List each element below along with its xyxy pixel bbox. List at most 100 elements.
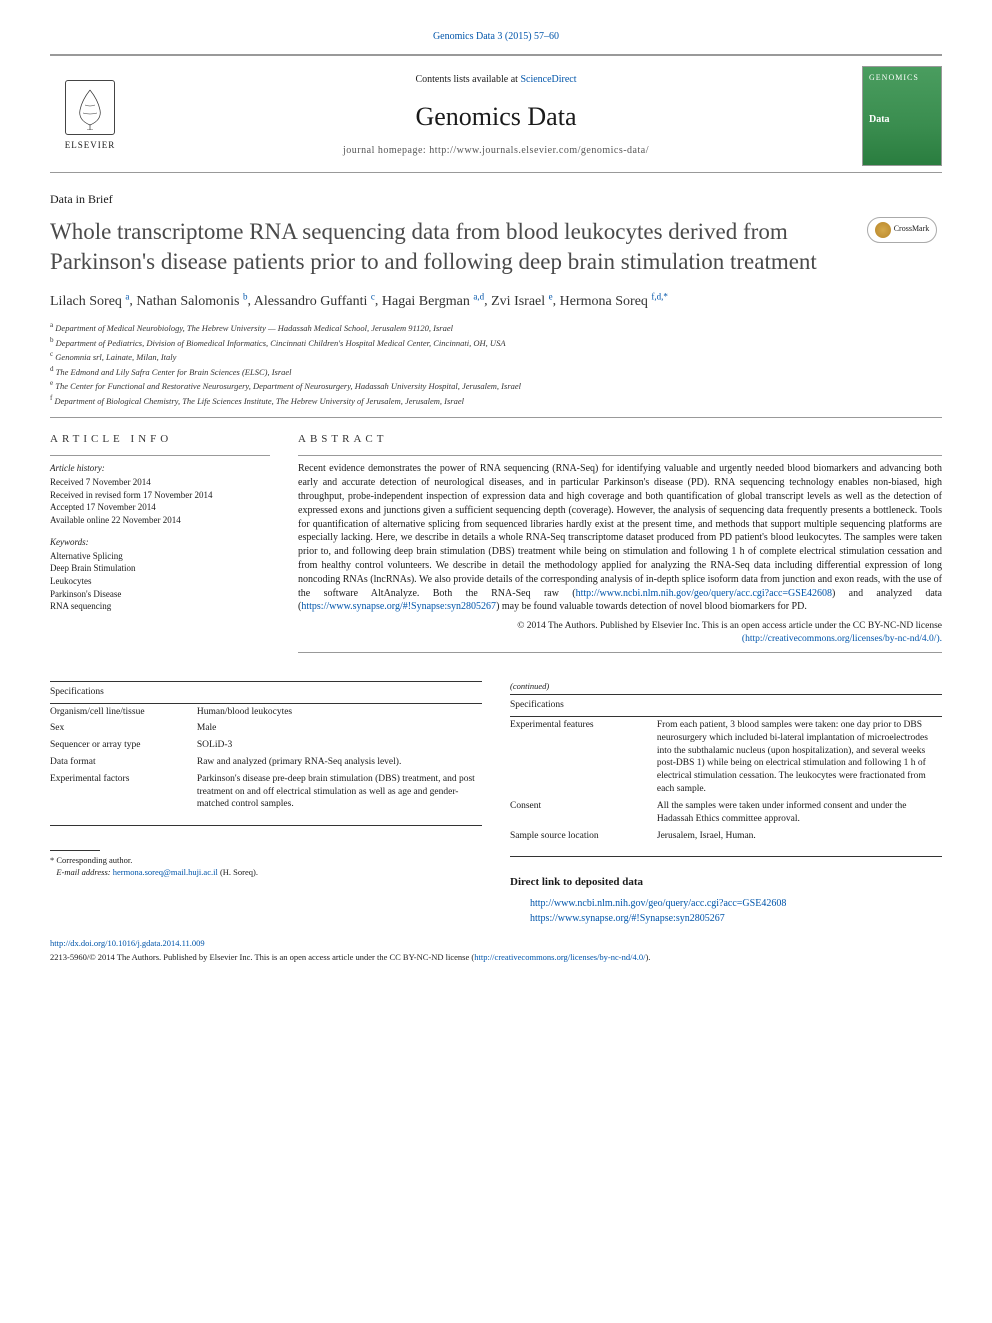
spec-key: Organism/cell line/tissue bbox=[50, 703, 197, 720]
corresponding-text: Corresponding author. bbox=[56, 855, 132, 865]
affiliation: d The Edmond and Lily Safra Center for B… bbox=[50, 364, 942, 379]
table-row: ConsentAll the samples were taken under … bbox=[510, 798, 942, 828]
table-row: Experimental factorsParkinson's disease … bbox=[50, 771, 482, 817]
spec-value: SOLiD-3 bbox=[197, 737, 482, 754]
spec-value: Jerusalem, Israel, Human. bbox=[657, 828, 942, 849]
journal-citation-link[interactable]: Genomics Data 3 (2015) 57–60 bbox=[433, 31, 559, 42]
info-rule bbox=[50, 455, 270, 456]
specifications-left: Specifications Organism/cell line/tissue… bbox=[50, 681, 482, 926]
spec-right-header: Specifications bbox=[510, 695, 942, 717]
deposited-data-link[interactable]: http://www.ncbi.nlm.nih.gov/geo/query/ac… bbox=[530, 898, 786, 909]
keyword: Deep Brain Stimulation bbox=[50, 562, 270, 575]
keywords-heading: Keywords: bbox=[50, 536, 270, 549]
author: Hermona Soreq f,d,* bbox=[560, 294, 668, 309]
history-line: Received in revised form 17 November 201… bbox=[50, 489, 270, 502]
author-affiliation-ref[interactable]: e bbox=[549, 291, 553, 301]
article-info-panel: ARTICLE INFO Article history: Received 7… bbox=[50, 432, 270, 652]
elsevier-tree-icon bbox=[65, 80, 115, 135]
affiliation: e The Center for Functional and Restorat… bbox=[50, 378, 942, 393]
crossmark-badge: CrossMark bbox=[867, 217, 937, 243]
header-bottom-rule bbox=[50, 172, 942, 173]
author-affiliation-ref[interactable]: c bbox=[371, 291, 375, 301]
spec-value: All the samples were taken under informe… bbox=[657, 798, 942, 828]
author: Hagai Bergman a,d bbox=[382, 294, 484, 309]
author-affiliation-ref[interactable]: f,d,* bbox=[651, 291, 668, 301]
corresponding-email-link[interactable]: hermona.soreq@mail.huji.ac.il bbox=[113, 867, 218, 877]
cover-title: Data bbox=[869, 113, 935, 127]
abstract-body-pre: Recent evidence demonstrates the power o… bbox=[298, 463, 942, 598]
doi-line: http://dx.doi.org/10.1016/j.gdata.2014.1… bbox=[50, 938, 942, 949]
spec-key: Consent bbox=[510, 798, 657, 828]
affiliation: f Department of Biological Chemistry, Th… bbox=[50, 393, 942, 408]
doi-link[interactable]: http://dx.doi.org/10.1016/j.gdata.2014.1… bbox=[50, 938, 205, 948]
contents-available: Contents lists available at ScienceDirec… bbox=[130, 73, 862, 87]
spec-key: Experimental factors bbox=[50, 771, 197, 817]
abstract-rule bbox=[298, 455, 942, 456]
keyword: Leukocytes bbox=[50, 575, 270, 588]
keyword: Parkinson's Disease bbox=[50, 588, 270, 601]
spec-key: Sample source location bbox=[510, 828, 657, 849]
specifications-right: (continued) Specifications Experimental … bbox=[510, 681, 942, 926]
corresponding-author-note: * Corresponding author. E-mail address: … bbox=[50, 855, 482, 879]
journal-header: ELSEVIER Contents lists available at Sci… bbox=[50, 55, 942, 172]
crossmark-label: CrossMark bbox=[894, 224, 930, 235]
cover-label: GENOMICS bbox=[869, 73, 935, 84]
table-row: Data formatRaw and analyzed (primary RNA… bbox=[50, 754, 482, 771]
keyword: Alternative Splicing bbox=[50, 550, 270, 563]
abstract-text: Recent evidence demonstrates the power o… bbox=[298, 462, 942, 614]
journal-homepage: journal homepage: http://www.journals.el… bbox=[130, 144, 862, 158]
contents-prefix: Contents lists available at bbox=[415, 74, 520, 85]
abstract-bottom-rule bbox=[298, 652, 942, 653]
author-list: Lilach Soreq a, Nathan Salomonis b, Ales… bbox=[50, 290, 942, 312]
crossmark-widget[interactable]: CrossMark bbox=[862, 217, 942, 245]
deposited-data-link[interactable]: https://www.synapse.org/#!Synapse:syn280… bbox=[530, 913, 725, 924]
corresponding-star: * bbox=[50, 855, 54, 865]
author: Alessandro Guffanti c bbox=[254, 294, 375, 309]
abstract-copyright: © 2014 The Authors. Published by Elsevie… bbox=[298, 620, 942, 646]
author-affiliation-ref[interactable]: b bbox=[243, 291, 248, 301]
history-line: Received 7 November 2014 bbox=[50, 476, 270, 489]
abstract-panel: ABSTRACT Recent evidence demonstrates th… bbox=[298, 432, 942, 652]
footer-license-close: ). bbox=[645, 952, 650, 962]
spec-key: Sequencer or array type bbox=[50, 737, 197, 754]
footer-license: 2213-5960/© 2014 The Authors. Published … bbox=[50, 952, 942, 963]
spec-value: Parkinson's disease pre-deep brain stimu… bbox=[197, 771, 482, 817]
specifications-table-left: Specifications Organism/cell line/tissue… bbox=[50, 681, 482, 827]
article-type: Data in Brief bbox=[50, 191, 942, 207]
article-info-heading: ARTICLE INFO bbox=[50, 432, 270, 447]
elsevier-logo: ELSEVIER bbox=[50, 71, 130, 161]
journal-home-prefix: journal homepage: bbox=[343, 145, 429, 156]
license-link[interactable]: (http://creativecommons.org/licenses/by-… bbox=[742, 634, 942, 644]
affiliation: c Genomnia srl, Lainate, Milan, Italy bbox=[50, 349, 942, 364]
sciencedirect-link[interactable]: ScienceDirect bbox=[520, 74, 576, 85]
history-lines: Received 7 November 2014Received in revi… bbox=[50, 476, 270, 526]
spec-key: Sex bbox=[50, 720, 197, 737]
abstract-link-geo[interactable]: http://www.ncbi.nlm.nih.gov/geo/query/ac… bbox=[576, 588, 832, 599]
abstract-body-post: ) may be found valuable towards detectio… bbox=[496, 601, 807, 612]
spec-value: Human/blood leukocytes bbox=[197, 703, 482, 720]
article-title: Whole transcriptome RNA sequencing data … bbox=[50, 217, 842, 277]
spec-value: From each patient, 3 blood samples were … bbox=[657, 717, 942, 798]
specifications-table-right: Specifications Experimental featuresFrom… bbox=[510, 694, 942, 857]
abstract-heading: ABSTRACT bbox=[298, 432, 942, 447]
spec-left-header: Specifications bbox=[50, 681, 482, 703]
history-heading: Article history: bbox=[50, 462, 270, 475]
footer-license-link[interactable]: http://creativecommons.org/licenses/by-n… bbox=[474, 952, 645, 962]
author-affiliation-ref[interactable]: a bbox=[125, 291, 129, 301]
affiliation-list: a Department of Medical Neurobiology, Th… bbox=[50, 320, 942, 407]
spec-value: Male bbox=[197, 720, 482, 737]
abstract-link-synapse[interactable]: https://www.synapse.org/#!Synapse:syn280… bbox=[301, 601, 496, 612]
continued-label: (continued) bbox=[510, 681, 942, 692]
author: Zvi Israel e bbox=[491, 294, 553, 309]
author-affiliation-ref[interactable]: a,d bbox=[473, 291, 484, 301]
copyright-text: © 2014 The Authors. Published by Elsevie… bbox=[517, 621, 942, 631]
elsevier-label: ELSEVIER bbox=[65, 139, 116, 151]
table-row: Sample source locationJerusalem, Israel,… bbox=[510, 828, 942, 849]
history-line: Accepted 17 November 2014 bbox=[50, 501, 270, 514]
data-links: http://www.ncbi.nlm.nih.gov/geo/query/ac… bbox=[510, 896, 942, 926]
data-links-heading: Direct link to deposited data bbox=[510, 875, 942, 890]
keyword-lines: Alternative SplicingDeep Brain Stimulati… bbox=[50, 550, 270, 613]
spec-value: Raw and analyzed (primary RNA-Seq analys… bbox=[197, 754, 482, 771]
table-row: Sequencer or array typeSOLiD-3 bbox=[50, 737, 482, 754]
header-center: Contents lists available at ScienceDirec… bbox=[130, 73, 862, 157]
